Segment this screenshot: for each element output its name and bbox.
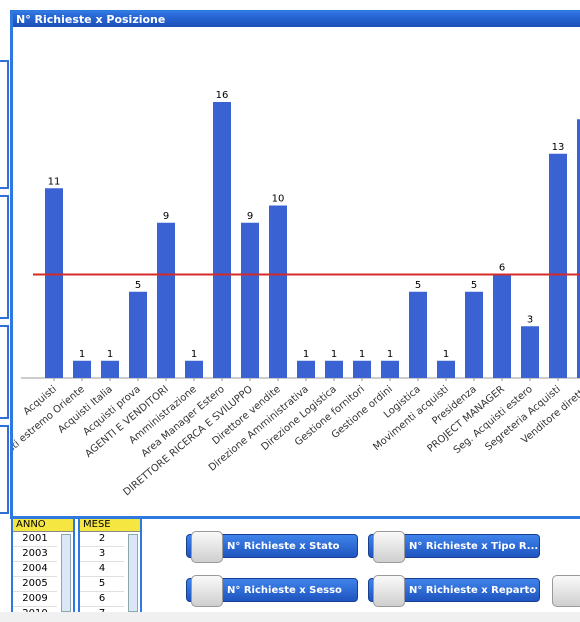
bar: [269, 205, 287, 378]
bar: [157, 222, 175, 378]
bar: [353, 360, 371, 378]
scrollbar[interactable]: [61, 534, 71, 612]
list-item[interactable]: 4: [80, 562, 124, 577]
value-label: 1: [331, 349, 337, 360]
value-label: 1: [191, 349, 197, 360]
value-label: 1: [359, 349, 365, 360]
bar: [577, 119, 580, 378]
value-label: 13: [552, 142, 565, 153]
icon: [373, 575, 405, 607]
value-label: 1: [303, 349, 309, 360]
list-item[interactable]: 2001: [13, 532, 57, 547]
side-panel: [0, 195, 9, 319]
icon: [373, 531, 405, 563]
value-label: 5: [471, 280, 477, 291]
bar: [549, 153, 567, 378]
bar: [73, 360, 91, 378]
list-item[interactable]: 2003: [13, 547, 57, 562]
value-label: 1: [107, 349, 113, 360]
value-label: 9: [247, 211, 253, 222]
button[interactable]: N° Richieste x Tipo R...: [368, 531, 540, 563]
bar: [437, 360, 455, 378]
list-box[interactable]: ANNO 200120032004200520092010: [11, 517, 75, 612]
button-label: N° Richieste x Reparto: [409, 585, 537, 596]
value-label: 5: [415, 280, 421, 291]
list-box[interactable]: MESE 234567: [78, 517, 142, 612]
bar: [521, 326, 539, 378]
button[interactable]: N° Richieste x Stato: [186, 531, 358, 563]
bar: [241, 222, 259, 378]
icon[interactable]: [552, 575, 580, 607]
bar: [493, 274, 511, 378]
list-item[interactable]: 6: [80, 592, 124, 607]
bar: [213, 102, 231, 378]
list-item[interactable]: 2: [80, 532, 124, 547]
bar: [325, 360, 343, 378]
bar: [45, 188, 63, 378]
value-label: 16: [216, 90, 229, 101]
bar: [129, 291, 147, 378]
list-items: 234567: [80, 532, 140, 612]
list-item[interactable]: 2010: [13, 607, 57, 612]
value-label: 1: [387, 349, 393, 360]
chart-window: N° Richieste x Posizione 11 Acquisti 1 sti …: [10, 10, 580, 519]
button-label: N° Richieste x Sesso: [227, 585, 342, 596]
list-title: ANNO: [13, 519, 73, 532]
bar: [381, 360, 399, 378]
value-label: 10: [272, 194, 285, 205]
value-label: 1: [443, 349, 449, 360]
scrollbar[interactable]: [128, 534, 138, 612]
value-label: 3: [527, 314, 533, 325]
list-items: 200120032004200520092010: [13, 532, 73, 612]
button-label: N° Richieste x Stato: [227, 541, 340, 552]
button[interactable]: N° Richieste x Reparto: [368, 575, 540, 607]
bar: [409, 291, 427, 378]
bar: [101, 360, 119, 378]
list-item[interactable]: 7: [80, 607, 124, 612]
value-label: 6: [499, 263, 505, 274]
list-item[interactable]: 2009: [13, 592, 57, 607]
value-label: 1: [79, 349, 85, 360]
list-item[interactable]: 2005: [13, 577, 57, 592]
value-label: 5: [135, 280, 141, 291]
bar: [465, 291, 483, 378]
icon: [191, 575, 223, 607]
list-item[interactable]: 3: [80, 547, 124, 562]
button[interactable]: N° Richieste x Sesso: [186, 575, 358, 607]
list-item[interactable]: 5: [80, 577, 124, 592]
side-panel: [0, 425, 9, 514]
window-title: N° Richieste x Posizione: [13, 13, 580, 27]
list-item[interactable]: 2004: [13, 562, 57, 577]
bar: [297, 360, 315, 378]
side-panel: [0, 60, 9, 189]
list-title: MESE: [80, 519, 140, 532]
button-label: N° Richieste x Tipo R...: [409, 541, 539, 552]
icon: [191, 531, 223, 563]
bar: [185, 360, 203, 378]
value-label: 11: [48, 176, 61, 187]
side-panel: [0, 325, 9, 419]
value-label: 9: [163, 211, 169, 222]
